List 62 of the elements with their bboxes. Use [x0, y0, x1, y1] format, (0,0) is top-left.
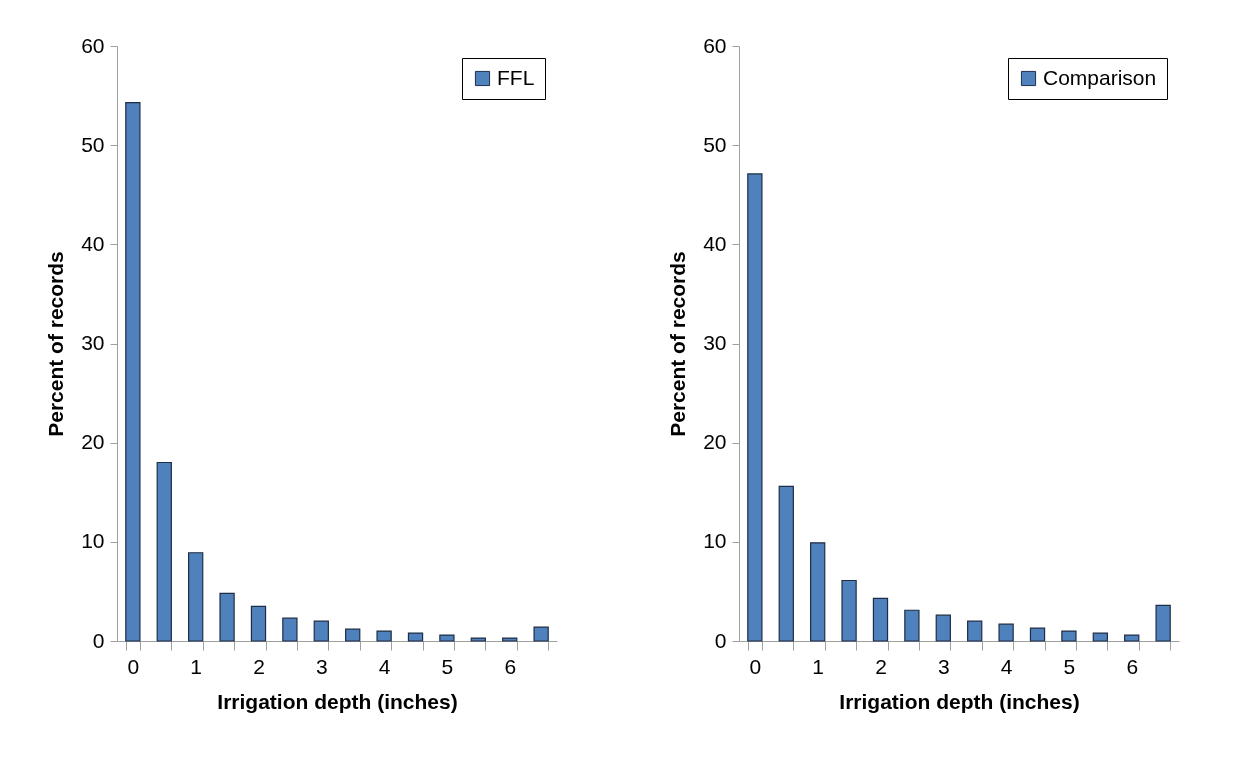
- x-tick-label: 6: [1126, 654, 1139, 678]
- x-tick-label: 2: [875, 654, 887, 678]
- legend-label: Comparison: [1043, 65, 1157, 89]
- x-tick-label: 1: [812, 654, 825, 678]
- bar: [841, 579, 857, 642]
- x-tick-label: 0: [127, 654, 140, 678]
- y-tick-label: 0: [714, 628, 727, 652]
- y-tick-label: 50: [81, 132, 105, 156]
- legend-label: FFL: [497, 65, 535, 89]
- y-axis-title: Percent of records: [44, 251, 68, 437]
- y-tick-label: 10: [81, 529, 105, 553]
- y-tick-label: 0: [92, 628, 105, 652]
- x-tick-label: 5: [1063, 654, 1076, 678]
- bar: [250, 605, 267, 642]
- x-tick-label: 1: [190, 654, 203, 678]
- x-tick-label: 3: [937, 654, 950, 678]
- y-tick-label: 20: [703, 430, 727, 454]
- bar: [778, 485, 794, 642]
- bar: [998, 623, 1014, 642]
- bar: [282, 617, 298, 642]
- y-tick-label: 30: [81, 331, 105, 354]
- y-tick-label: 60: [81, 33, 105, 57]
- x-tick-label: 4: [378, 654, 391, 678]
- bar: [872, 597, 889, 642]
- bar: [345, 628, 361, 642]
- x-tick-label: 3: [315, 654, 328, 678]
- bar: [904, 609, 920, 642]
- bar: [1155, 604, 1171, 642]
- bar: [313, 620, 329, 642]
- y-tick-label: 50: [703, 132, 727, 156]
- y-tick-label: 30: [703, 331, 727, 354]
- bar: [407, 632, 424, 642]
- y-tick-label: 20: [81, 430, 105, 454]
- bar: [156, 461, 172, 642]
- bar: [470, 637, 486, 642]
- bar: [747, 173, 763, 642]
- bar: [935, 614, 951, 642]
- x-axis-title: Irrigation depth (inches): [839, 689, 1080, 713]
- y-tick-label: 40: [703, 231, 727, 255]
- x-tick-label: 6: [504, 654, 517, 678]
- x-tick-label: 4: [1000, 654, 1013, 678]
- y-tick-label: 10: [703, 529, 727, 553]
- y-axis-title: Percent of records: [666, 251, 690, 437]
- x-tick-label: 0: [749, 654, 762, 678]
- x-tick-label: 5: [441, 654, 454, 678]
- bar: [376, 630, 392, 642]
- y-tick-label: 60: [703, 33, 727, 57]
- bar: [810, 542, 826, 642]
- bar: [439, 634, 455, 642]
- bar: [502, 637, 518, 642]
- bar: [1029, 627, 1046, 642]
- bar: [219, 592, 235, 642]
- y-tick-label: 40: [81, 231, 105, 255]
- bar: [533, 626, 549, 642]
- bar: [188, 552, 204, 642]
- bar: [1061, 630, 1077, 642]
- bar: [967, 620, 983, 642]
- bar: [1124, 634, 1140, 642]
- x-tick-label: 2: [253, 654, 265, 678]
- x-axis-title: Irrigation depth (inches): [217, 689, 458, 713]
- bar: [125, 101, 141, 642]
- bar: [1092, 632, 1108, 642]
